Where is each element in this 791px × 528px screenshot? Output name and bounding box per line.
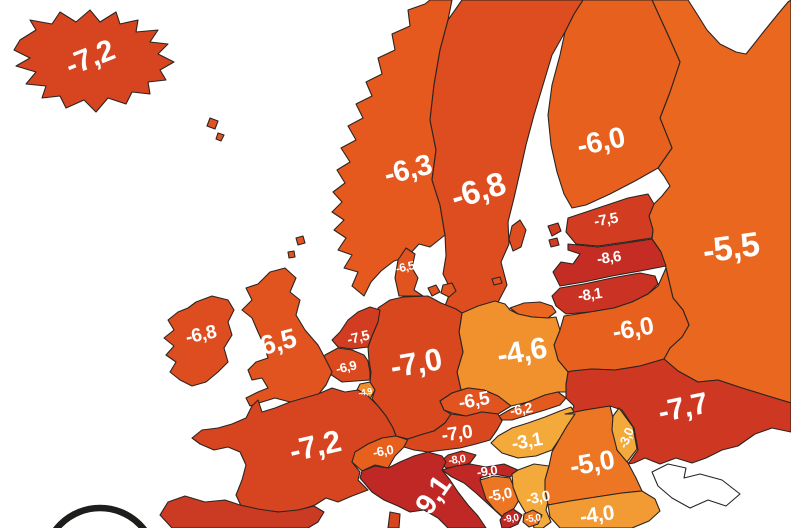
saaremaa-shape: [547, 222, 562, 237]
country-bosnia-herzegovina: [479, 475, 520, 518]
belgium-value-label: -6,9: [334, 357, 357, 376]
crimea-shape: [651, 463, 741, 509]
austria-shape: [403, 411, 503, 453]
jutland-shape: [394, 247, 424, 297]
estonia-value-label: -7,5: [593, 210, 620, 231]
zealand-shape: [440, 282, 457, 298]
country-denmark: [206, 117, 503, 298]
shetland-shape: [287, 235, 306, 259]
country-serbia: [511, 463, 552, 528]
croatia-value-label: -9,0: [476, 462, 499, 480]
serbia-value-label: -3,0: [525, 488, 552, 509]
czechia-shape: [439, 387, 512, 417]
country-estonia: [547, 193, 655, 248]
hiiumaa-shape: [548, 237, 560, 248]
country-montenegro: [499, 508, 523, 528]
great-britain-shape: [241, 267, 333, 407]
bulgaria-value-label: -4,0: [578, 501, 615, 528]
gotland-shape: [508, 219, 527, 252]
country-iceland: [13, 9, 175, 113]
country-norway: [331, 0, 453, 297]
circular-logo-icon: [52, 504, 148, 528]
kosovo-shape: [522, 509, 543, 528]
country-spain: [159, 495, 325, 528]
country-italy: [359, 451, 487, 528]
country-bulgaria: [547, 490, 661, 528]
ireland-shape: [163, 295, 235, 387]
kosovo-value-label: -5,0: [525, 512, 543, 525]
country-moldova: [611, 407, 638, 463]
netherlands-shape: [331, 306, 381, 350]
latvia-value-label: -8,6: [596, 248, 622, 268]
spain-shape: [159, 495, 325, 528]
country-ireland: [163, 295, 235, 387]
country-switzerland: [351, 435, 409, 472]
bornholm-shape: [491, 276, 503, 286]
serbia-shape: [511, 463, 552, 528]
faroe-islands-shape: [206, 117, 225, 142]
slovakia-value-label: -6,2: [509, 399, 534, 419]
country-finland: [547, 0, 681, 209]
slovakia-shape: [498, 391, 567, 421]
russia-value-label: -5,5: [700, 225, 761, 271]
country-kosovo: [522, 509, 543, 528]
moldova-shape: [611, 407, 638, 463]
bulgaria-shape: [547, 490, 661, 528]
bosnia-value-label: -5,0: [487, 485, 514, 506]
country-austria: [403, 411, 503, 453]
bosnia-shape: [479, 475, 520, 518]
country-netherlands: [331, 306, 381, 350]
austria-value-label: -7,0: [440, 421, 473, 446]
italy-shape: [359, 451, 487, 528]
slovenia-value-label: -8,0: [448, 453, 467, 467]
logo-outer-ring: [52, 504, 148, 528]
netherlands-value-label: -7,5: [345, 326, 371, 347]
switzerland-value-label: -6,0: [372, 442, 395, 460]
corsica-shape: [387, 511, 401, 528]
estonia-shape: [565, 193, 655, 247]
moldova-value-label: -3,0: [615, 425, 637, 450]
latvia-shape: [552, 238, 667, 287]
finland-shape: [547, 0, 681, 209]
montenegro-value-label: -9,0: [503, 512, 521, 525]
norway-shape: [331, 0, 453, 297]
luxembourg-value-label: -4,9: [357, 386, 373, 398]
denmark-value-label: -6,5: [394, 258, 416, 276]
iceland-shape: [13, 9, 175, 113]
country-latvia: [552, 238, 667, 287]
funen-shape: [427, 284, 441, 297]
montenegro-shape: [499, 508, 523, 528]
switzerland-shape: [351, 435, 409, 472]
lithuania-value-label: -8,1: [577, 285, 603, 305]
country-slovakia: [498, 391, 567, 421]
country-czechia: [439, 387, 512, 417]
